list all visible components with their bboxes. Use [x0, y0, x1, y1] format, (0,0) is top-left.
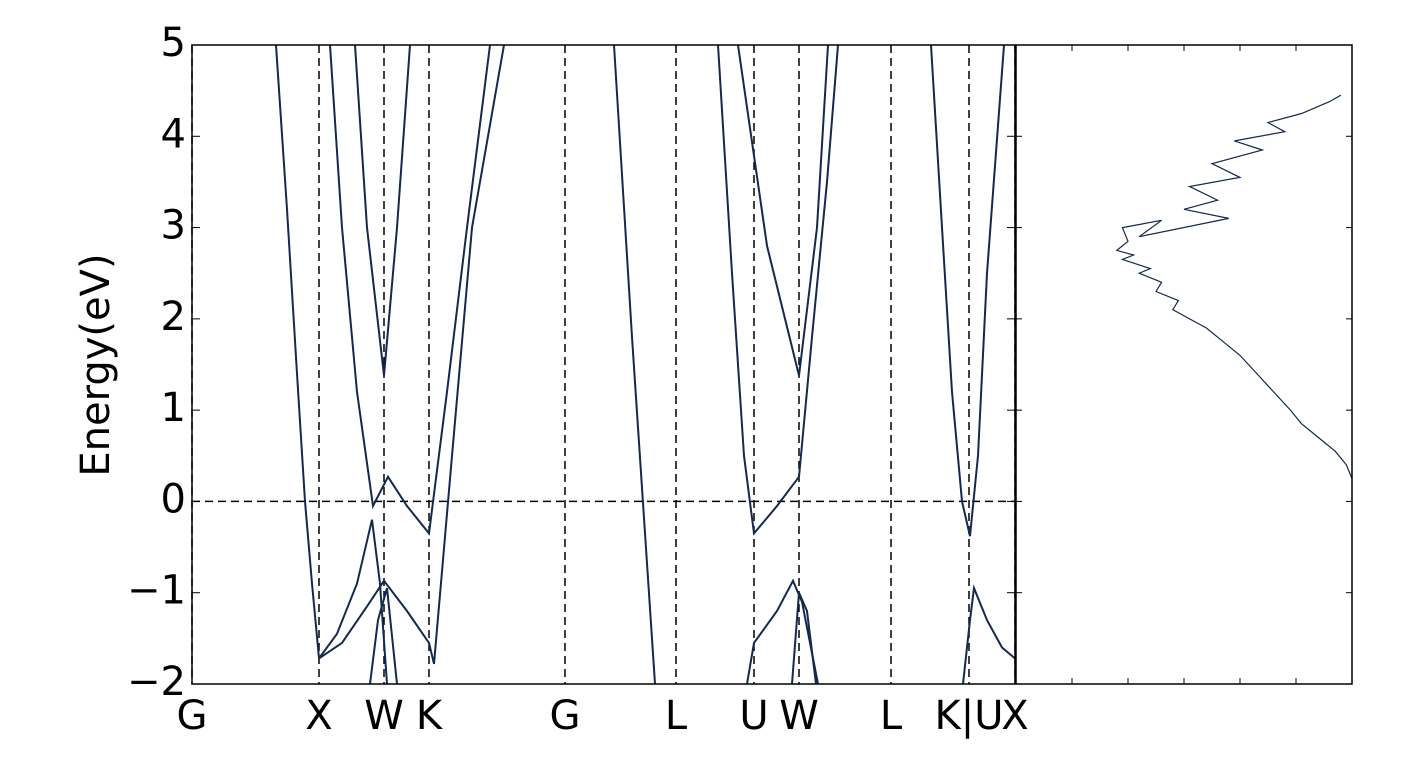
x-tick-label: U	[739, 693, 768, 739]
dos-lines	[1115, 94, 1352, 479]
band	[737, 45, 829, 376]
y-tick-label: 5	[161, 20, 186, 66]
band	[329, 45, 491, 536]
x-tick-label: W	[779, 693, 819, 739]
band	[717, 45, 839, 536]
y-tick-label: 3	[161, 203, 186, 249]
band	[318, 519, 388, 684]
x-tick-label: G	[550, 693, 581, 739]
y-tick-label: 2	[161, 294, 186, 340]
band	[930, 45, 1005, 537]
y-tick-label: −2	[127, 659, 186, 705]
band	[275, 45, 320, 659]
band	[962, 584, 1015, 684]
band	[791, 592, 817, 684]
bands	[275, 45, 1015, 684]
y-axis-label: Energy(eV)	[73, 253, 119, 476]
band	[746, 578, 819, 684]
x-tick-label: K|U	[935, 693, 1004, 739]
x-tick-label: W	[364, 693, 404, 739]
band	[318, 45, 505, 665]
x-tick-label: L	[880, 693, 903, 739]
plot-frame	[191, 44, 1016, 685]
plot-frame	[1015, 44, 1353, 685]
band	[354, 45, 411, 376]
x-tick-label: L	[665, 693, 688, 739]
y-tick-label: 0	[161, 476, 186, 522]
x-tick-label: K	[416, 693, 444, 739]
y-tick-label: 4	[161, 111, 186, 157]
x-tick-label: G	[177, 693, 208, 739]
band	[369, 587, 398, 684]
band	[613, 45, 656, 684]
x-tick-label: X	[305, 693, 332, 739]
y-tick-label: −1	[127, 568, 186, 614]
x-tick-label: X	[1001, 693, 1028, 739]
dos-line	[1115, 94, 1352, 479]
y-tick-label: 1	[161, 385, 186, 431]
